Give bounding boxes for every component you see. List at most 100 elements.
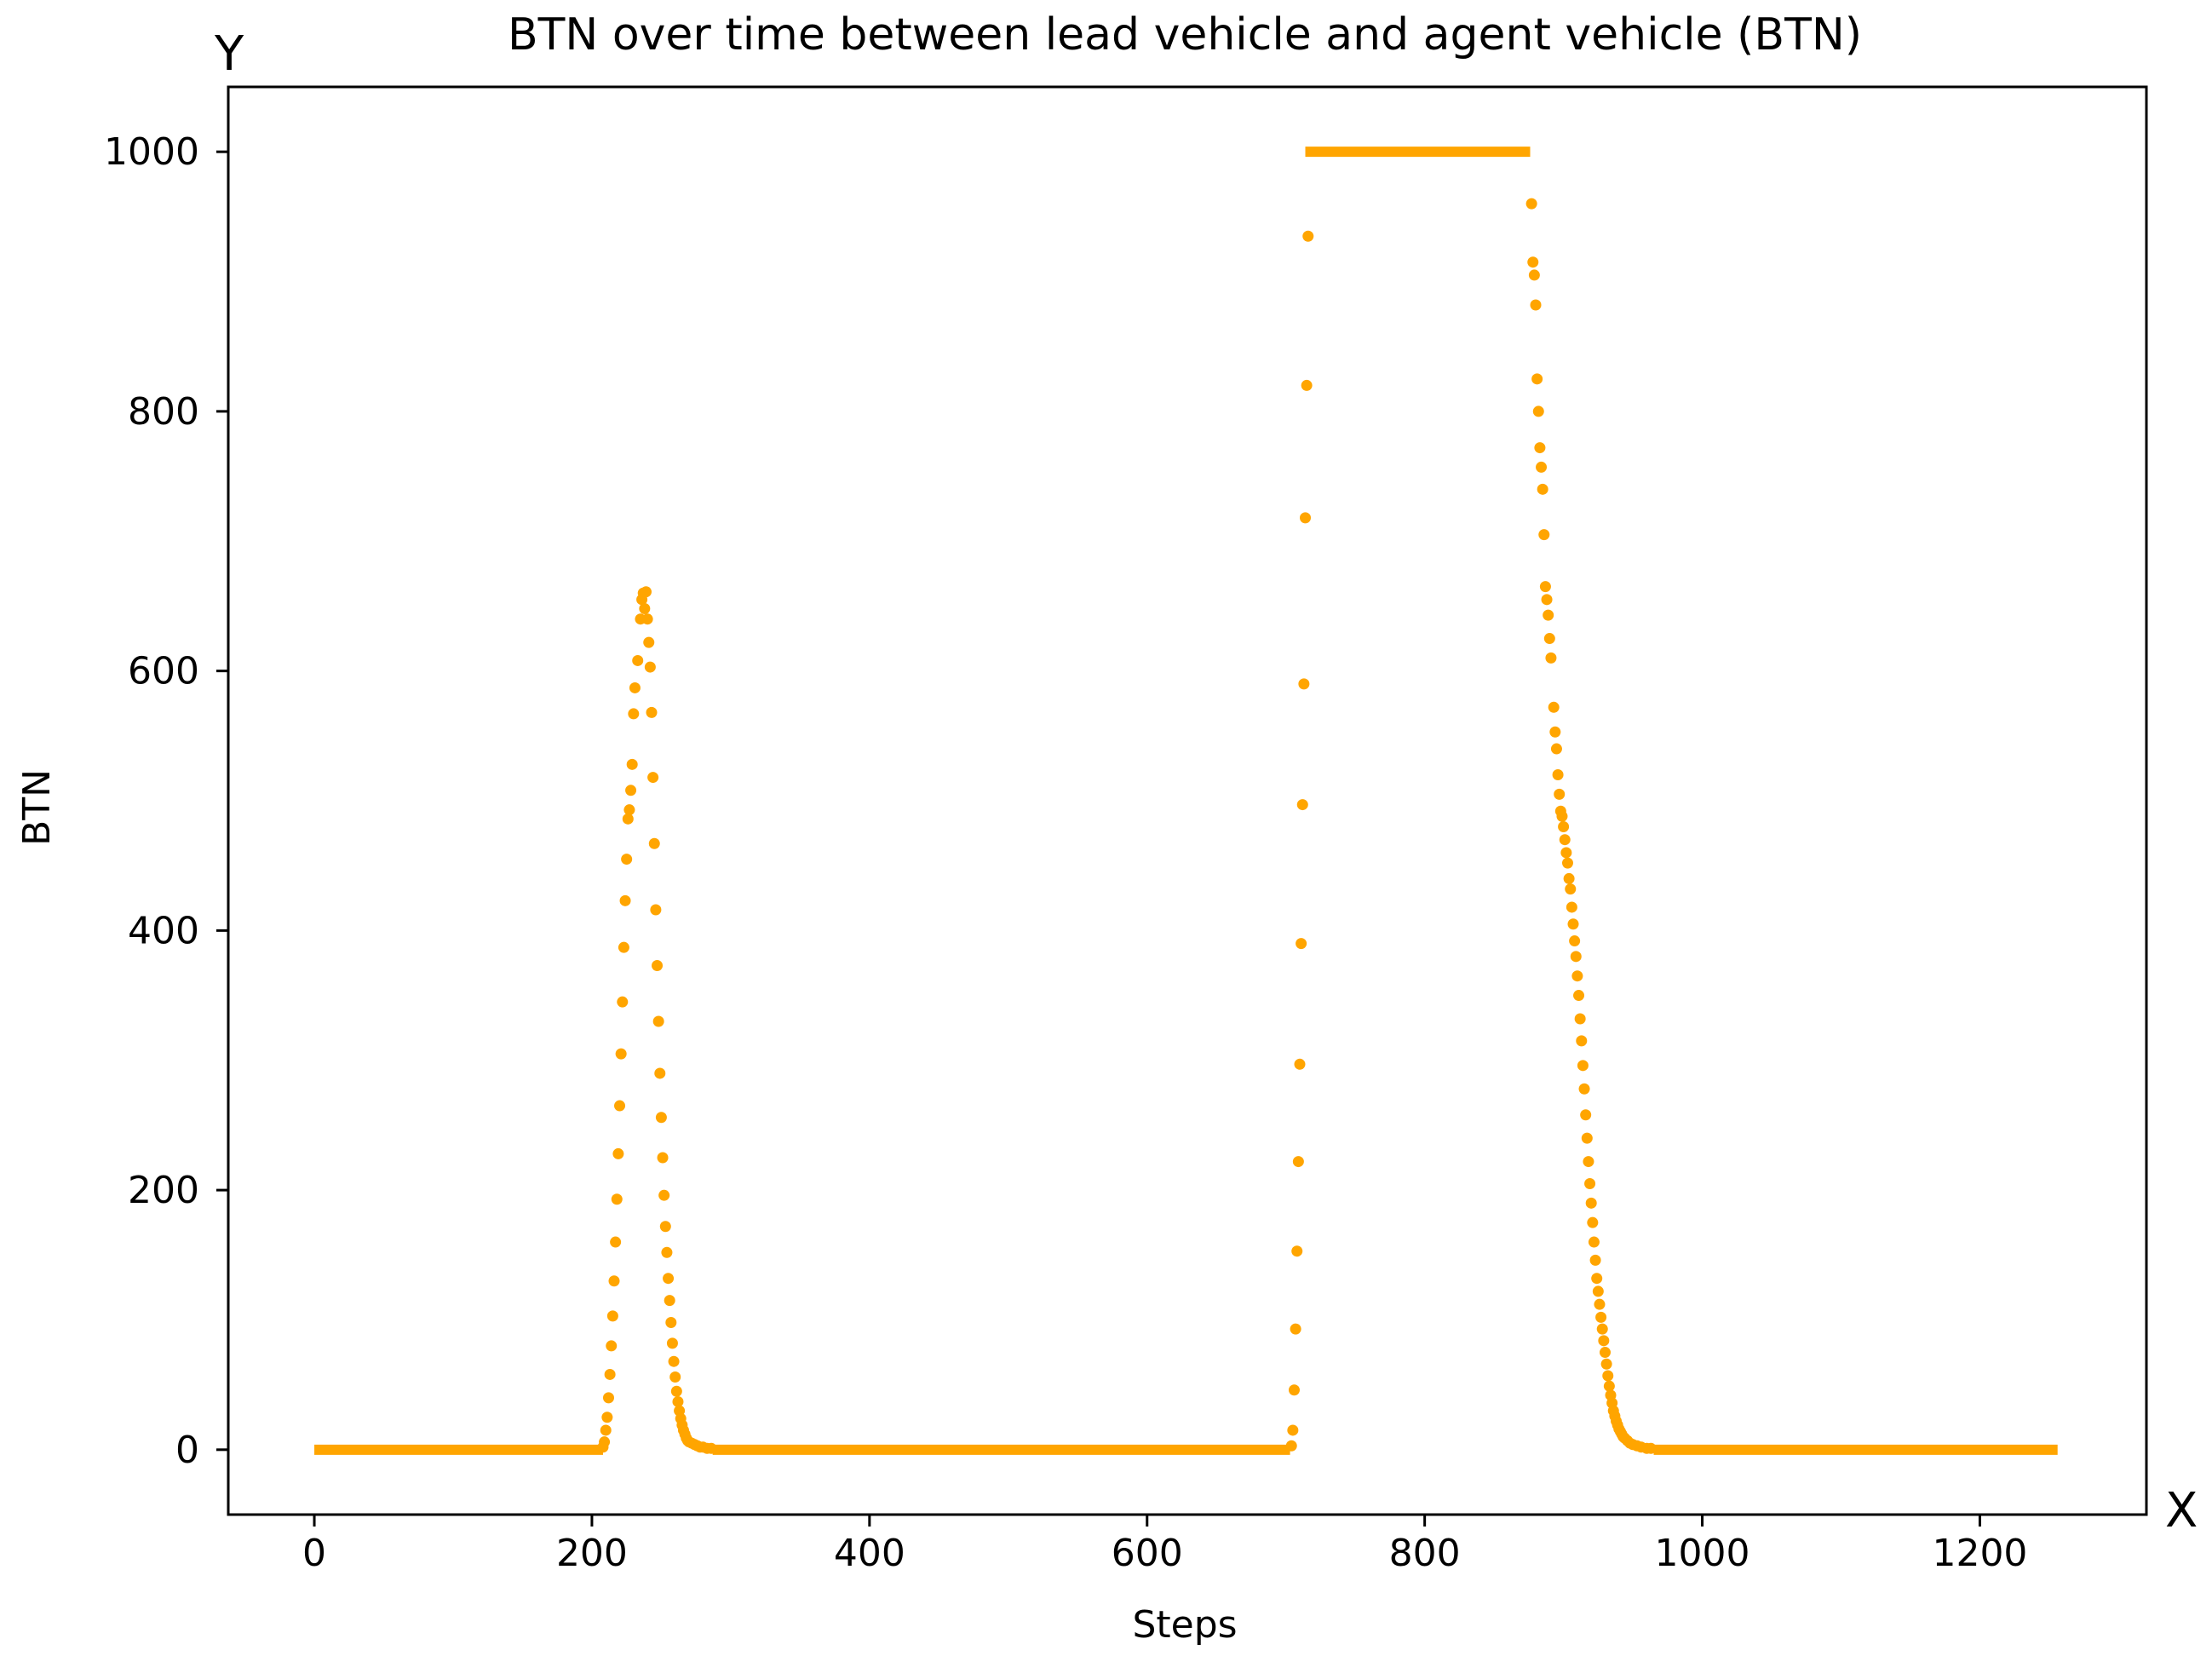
data-point bbox=[1570, 951, 1582, 963]
data-point bbox=[666, 1337, 678, 1349]
x-tick-label: 200 bbox=[556, 1532, 628, 1575]
y-tick-label: 1000 bbox=[104, 130, 199, 174]
y-axis-label: BTN bbox=[15, 769, 59, 846]
data-point bbox=[705, 1442, 717, 1454]
data-point bbox=[639, 603, 651, 615]
data-point bbox=[1588, 1236, 1600, 1248]
data-point bbox=[1602, 1370, 1614, 1382]
data-point bbox=[610, 1236, 622, 1248]
data-point bbox=[1537, 483, 1548, 495]
data-point bbox=[1539, 581, 1551, 593]
y-tick-label: 600 bbox=[128, 650, 199, 693]
data-point bbox=[632, 654, 644, 666]
data-point bbox=[655, 1112, 667, 1124]
data-point bbox=[1574, 1013, 1586, 1025]
data-point bbox=[1298, 678, 1310, 690]
data-point bbox=[621, 854, 633, 865]
data-point bbox=[1543, 633, 1555, 645]
data-point bbox=[611, 1193, 623, 1205]
data-point bbox=[615, 1048, 627, 1060]
data-point bbox=[1591, 1273, 1603, 1285]
y-axis-marker: Y bbox=[214, 26, 244, 82]
data-point bbox=[1301, 379, 1313, 391]
data-point bbox=[652, 1015, 664, 1027]
data-point bbox=[643, 636, 655, 648]
data-point bbox=[1558, 820, 1570, 832]
data-point bbox=[1556, 810, 1568, 822]
data-point bbox=[1559, 834, 1571, 846]
data-point bbox=[1560, 847, 1572, 859]
y-tick-label: 800 bbox=[128, 390, 199, 434]
data-point bbox=[1596, 1323, 1608, 1335]
data-point bbox=[669, 1371, 681, 1383]
data-point bbox=[1565, 883, 1577, 895]
data-point bbox=[1585, 1197, 1597, 1209]
data-point bbox=[1300, 512, 1312, 524]
x-axis-marker: X bbox=[2165, 1483, 2198, 1538]
plot-frame bbox=[227, 85, 2148, 1516]
data-point bbox=[1288, 1384, 1300, 1396]
data-point bbox=[661, 1246, 673, 1258]
data-point bbox=[1536, 461, 1548, 473]
data-point bbox=[1583, 1156, 1594, 1168]
data-point bbox=[606, 1310, 618, 1322]
data-point bbox=[601, 1412, 613, 1423]
data-point bbox=[665, 1317, 677, 1329]
data-point bbox=[646, 706, 658, 718]
data-point bbox=[1561, 857, 1573, 869]
data-point bbox=[614, 1100, 626, 1112]
data-point bbox=[1545, 652, 1557, 664]
data-marks bbox=[314, 147, 2058, 1455]
data-point bbox=[1552, 769, 1564, 781]
y-tick-label: 0 bbox=[175, 1429, 199, 1472]
data-point bbox=[1296, 938, 1307, 950]
data-point bbox=[1302, 230, 1314, 242]
data-point bbox=[1296, 799, 1308, 811]
x-tick-label: 1000 bbox=[1655, 1532, 1750, 1575]
data-point bbox=[1571, 970, 1583, 982]
data-point bbox=[1527, 256, 1539, 268]
data-point bbox=[1548, 701, 1560, 713]
data-point bbox=[1645, 1442, 1657, 1454]
data-point bbox=[1294, 1058, 1306, 1070]
axes: 0 200 400 600 800 1000 1200 0 200 400 600 800 1000 bbox=[104, 85, 2148, 1575]
data-point bbox=[664, 1295, 675, 1307]
data-point bbox=[1531, 373, 1543, 385]
data-point bbox=[658, 1189, 670, 1201]
data-point bbox=[1567, 918, 1579, 930]
data-point bbox=[617, 996, 629, 1008]
data-point bbox=[1595, 1311, 1607, 1323]
data-point bbox=[1563, 872, 1575, 884]
data-point bbox=[657, 1152, 669, 1164]
data-point bbox=[647, 772, 659, 784]
data-point bbox=[612, 1147, 624, 1159]
data-point bbox=[640, 586, 652, 598]
data-point bbox=[1587, 1216, 1599, 1228]
data-point bbox=[1525, 198, 1537, 210]
data-point bbox=[1598, 1335, 1610, 1347]
data-point bbox=[1580, 1109, 1592, 1121]
data-point bbox=[606, 1340, 618, 1352]
y-tick-label: 400 bbox=[128, 909, 199, 952]
data-point bbox=[1292, 1156, 1304, 1168]
data-point bbox=[1290, 1323, 1301, 1335]
x-axis-label: Steps bbox=[1132, 1603, 1237, 1647]
data-point bbox=[622, 813, 634, 825]
data-point bbox=[619, 894, 631, 906]
data-point bbox=[604, 1368, 616, 1380]
data-point bbox=[1532, 405, 1544, 417]
data-point bbox=[1577, 1060, 1589, 1072]
x-tick-label: 800 bbox=[1389, 1532, 1461, 1575]
data-point bbox=[1550, 743, 1562, 755]
x-tick-label: 1200 bbox=[1932, 1532, 2027, 1575]
data-point bbox=[659, 1221, 671, 1233]
data-point bbox=[626, 758, 638, 770]
data-point bbox=[644, 661, 656, 673]
data-point bbox=[608, 1275, 620, 1287]
data-point bbox=[1589, 1254, 1601, 1266]
data-point bbox=[1581, 1132, 1593, 1144]
data-point bbox=[650, 904, 662, 916]
